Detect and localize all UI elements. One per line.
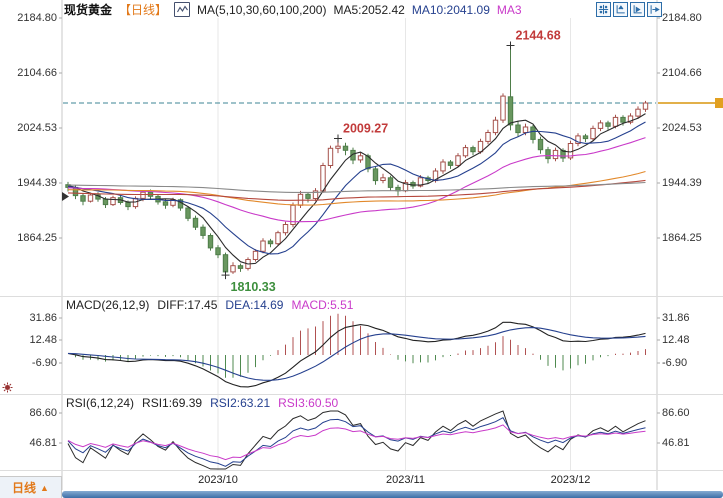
y-axis-label: 46.81 bbox=[662, 437, 690, 449]
ma30-value-truncated: MA3 bbox=[496, 2, 522, 17]
period-selector-button[interactable]: 日线 ▲ bbox=[0, 476, 62, 498]
y-axis-label: 1944.39 bbox=[662, 177, 702, 189]
macd-dea-value: DEA:14.69 bbox=[225, 298, 284, 312]
timeframe-label: 【日线】 bbox=[119, 3, 168, 17]
x-axis-label: 2023/10 bbox=[198, 474, 238, 486]
y-axis-label: 12.48 bbox=[662, 334, 690, 346]
y-axis-label: 31.86 bbox=[29, 312, 57, 324]
x-axis-label: 2023/12 bbox=[550, 474, 591, 486]
y-axis-label: 2184.80 bbox=[662, 12, 702, 24]
macd-params-label: MACD(26,12,9) bbox=[66, 298, 150, 312]
y-axis-scale-icon[interactable] bbox=[613, 2, 628, 17]
period-selector-label: 日线 bbox=[12, 481, 37, 495]
crosshair-icon[interactable] bbox=[596, 2, 611, 17]
ma-indicator-icon bbox=[174, 2, 191, 17]
chevron-up-icon: ▲ bbox=[40, 482, 49, 493]
price-annotation: 2144.68 bbox=[516, 29, 561, 43]
ma5-value: MA5:2052.42 bbox=[333, 2, 405, 17]
x-axis-scale-icon[interactable] bbox=[630, 2, 645, 17]
macd-value: MACD:5.51 bbox=[291, 298, 354, 312]
chart-scrollbar[interactable] bbox=[62, 491, 723, 498]
x-axis-label: 2023/11 bbox=[386, 474, 425, 486]
y-axis-label: 1864.25 bbox=[662, 232, 702, 244]
macd-header: MACD(26,12,9) DIFF:17.45 DEA:14.69 MACD:… bbox=[66, 298, 353, 312]
left-axis-price-tag bbox=[62, 192, 69, 201]
y-axis-label: 31.86 bbox=[662, 312, 690, 324]
price-annotation: 1810.33 bbox=[231, 280, 276, 294]
y-axis-label: 1864.25 bbox=[17, 232, 57, 244]
chart-header: 现货黄金 【日线】 MA(5,10,30,60,100,200) MA5:205… bbox=[64, 2, 522, 17]
y-axis-label: 2024.53 bbox=[662, 122, 702, 134]
last-price-tag bbox=[715, 98, 723, 108]
y-axis-label: 46.81 bbox=[29, 437, 57, 449]
y-axis-label: 86.60 bbox=[29, 407, 57, 419]
y-axis-label: -6.90 bbox=[662, 357, 688, 369]
y-axis-label: 86.60 bbox=[662, 407, 690, 419]
macd-diff-value: DIFF:17.45 bbox=[157, 298, 218, 312]
indicator-settings-icon[interactable] bbox=[1, 381, 14, 394]
y-axis-label: -6.90 bbox=[31, 357, 57, 369]
ma10-value: MA10:2041.09 bbox=[411, 2, 490, 17]
rsi1-value: RSI1:69.39 bbox=[142, 396, 203, 410]
y-axis-label: 1944.39 bbox=[17, 177, 57, 189]
go-to-latest-icon[interactable] bbox=[647, 2, 662, 17]
price-annotation: 2009.27 bbox=[343, 122, 388, 136]
symbol-name: 现货黄金 bbox=[64, 3, 113, 17]
chart-toolbar bbox=[596, 2, 662, 17]
rsi-header: RSI(6,12,24) RSI1:69.39 RSI2:63.21 RSI3:… bbox=[66, 396, 338, 410]
ma-params-label: MA(5,10,30,60,100,200) bbox=[197, 2, 327, 17]
y-axis-label: 2184.80 bbox=[17, 12, 57, 24]
y-axis-label: 2104.66 bbox=[17, 67, 57, 79]
rsi2-value: RSI2:63.21 bbox=[210, 396, 271, 410]
rsi3-value: RSI3:60.50 bbox=[278, 396, 339, 410]
y-axis-label: 2104.66 bbox=[662, 67, 702, 79]
y-axis-label: 2024.53 bbox=[17, 122, 57, 134]
rsi-params-label: RSI(6,12,24) bbox=[66, 396, 135, 410]
y-axis-label: 12.48 bbox=[29, 334, 57, 346]
